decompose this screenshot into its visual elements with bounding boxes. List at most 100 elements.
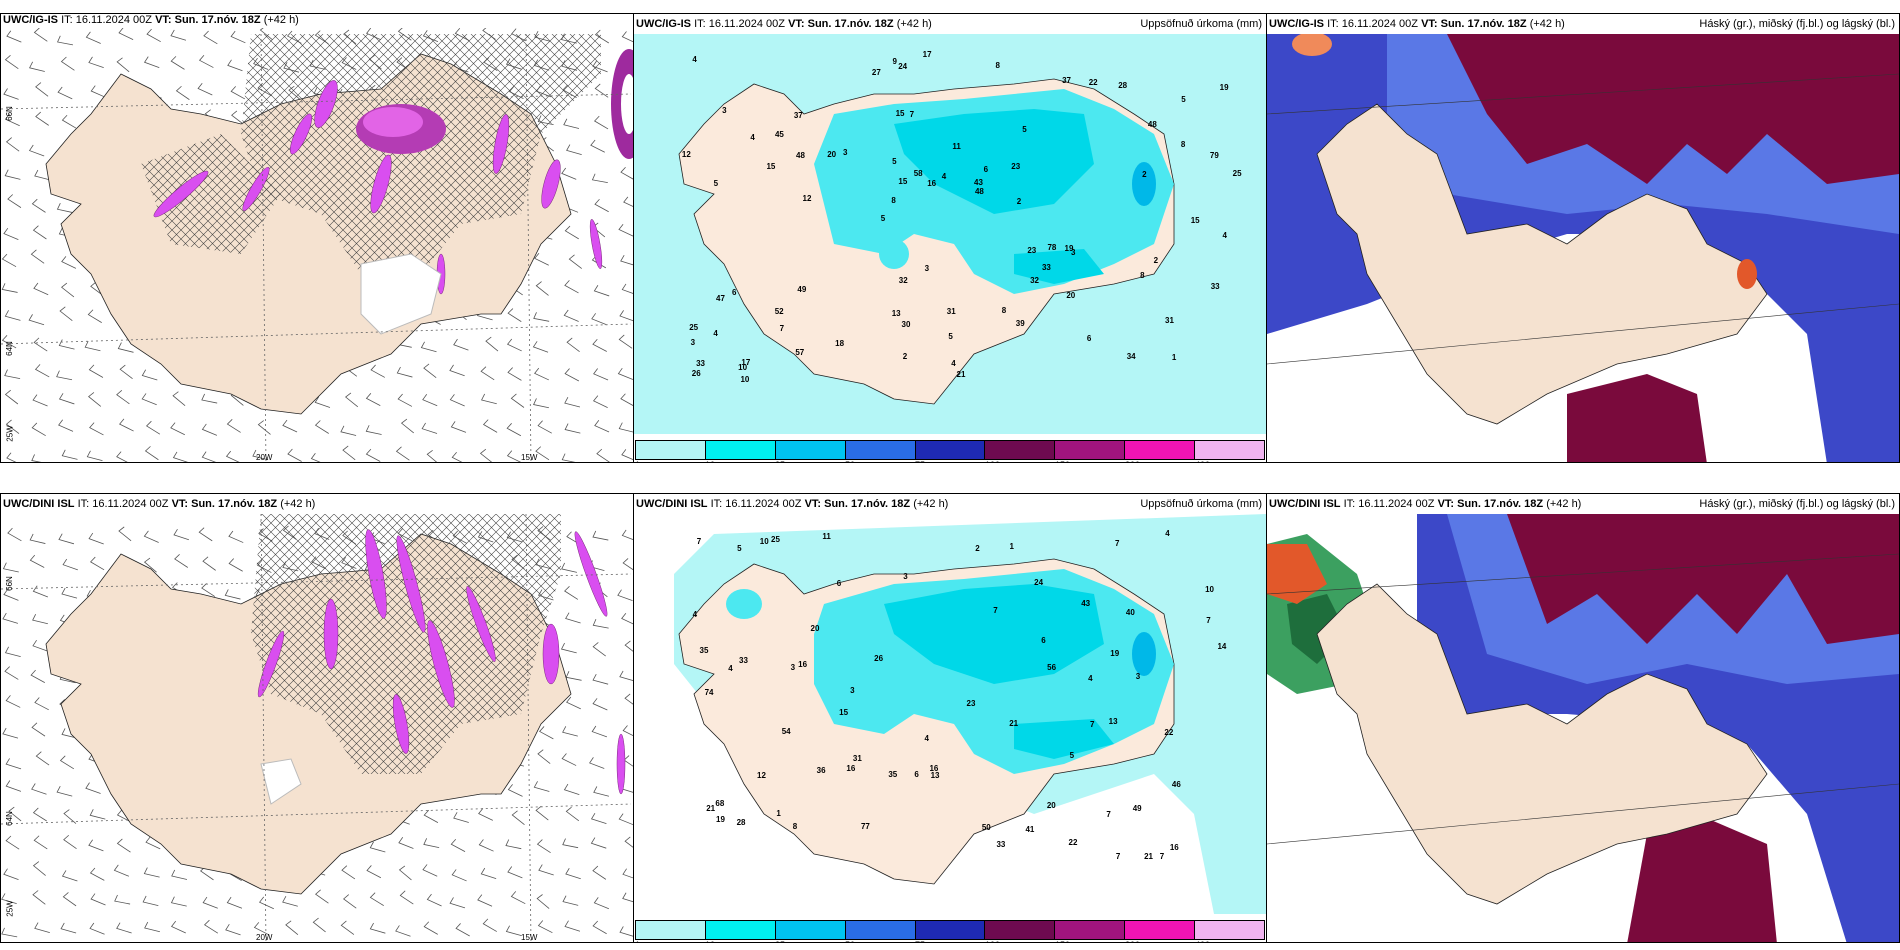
precip-value-label: 33: [996, 839, 1006, 849]
vt-label: VT:: [804, 498, 822, 510]
lead-time: (+42 h): [1546, 498, 1582, 510]
legend-color-swatch: [915, 921, 986, 939]
precip-value-label: 15: [898, 177, 908, 187]
wind-barb: [4, 113, 20, 127]
wind-barb: [33, 835, 48, 850]
precip-value-label: 48: [796, 151, 805, 161]
wind-barb: [58, 339, 75, 350]
wind-barb: [561, 167, 577, 180]
legend-color-bar: [635, 920, 1265, 940]
wind-barb: [197, 82, 213, 96]
precip-area: [1014, 719, 1114, 759]
wind-barb: [315, 889, 329, 904]
panel-top-left: UWC/IG-IS IT: 16.11.2024 00Z VT: Sun. 17…: [0, 13, 634, 463]
cloud-map-bot[interactable]: [1267, 514, 1899, 942]
wind-barb: [399, 890, 414, 905]
wind-barb: [61, 870, 78, 882]
precip-value-label: 24: [1034, 577, 1044, 587]
wind-barb: [506, 423, 522, 437]
wind-barb: [564, 225, 579, 240]
wind-barb: [449, 897, 466, 909]
precip-area: [1014, 249, 1104, 284]
wind-barb: [592, 698, 608, 711]
precip-value-label: 58: [913, 169, 923, 179]
wind-barb: [563, 118, 580, 129]
wind-barb: [8, 806, 22, 822]
wind-barb: [365, 448, 381, 462]
wind-barb: [1, 927, 18, 938]
precip-value-label: 49: [1132, 804, 1142, 814]
precip-value-label: 9: [892, 57, 897, 67]
precip-value-label: 21: [706, 803, 716, 813]
wind-barb: [63, 809, 77, 824]
iceland-land: [1316, 583, 1768, 905]
precip-map-bot[interactable]: 4 3 10 13 7 6 6 15 16 4 3 2 7 7 3 20 23 14 10 26 21 16 41 36 49 5…: [634, 514, 1266, 914]
wind-barb: [619, 926, 633, 938]
wind-barb: [423, 809, 439, 823]
precip-value-label: 14: [1217, 642, 1227, 652]
variable-title: Háský (gr.), miðský (fj.bl.) og lágský (…: [1699, 14, 1895, 34]
precip-value-label: 2: [1016, 197, 1022, 207]
wind-barb: [449, 394, 465, 407]
lon-label-25: 25W: [5, 425, 15, 442]
wind-barb: [90, 281, 104, 296]
wind-barb: [4, 54, 19, 70]
wind-barb: [57, 35, 74, 46]
snow-patch: [363, 107, 423, 137]
wind-barb: [170, 920, 186, 934]
wind-barb: [202, 556, 216, 571]
precip-legend: 1 10 25 50 75 100 150 200 400: [635, 920, 1265, 942]
wind-barb: [56, 786, 73, 797]
wind-barb: [60, 56, 75, 71]
wind-map-bot-left[interactable]: [1, 513, 633, 942]
wind-barb: [507, 308, 522, 322]
wind-barb: [143, 557, 157, 573]
precip-value-label: 31: [1165, 316, 1174, 326]
it-label: IT:: [694, 18, 706, 30]
vt-value: Sun. 17.nóv. 18Z: [824, 498, 911, 510]
wind-barb: [562, 838, 579, 849]
wind-barb: [560, 642, 577, 654]
precip-value-label: 46: [1171, 779, 1181, 789]
legend-color-swatch: [705, 441, 776, 459]
wind-barb: [170, 29, 187, 41]
wind-barb: [451, 869, 467, 882]
wind-barb: [450, 838, 466, 852]
wind-barb: [622, 558, 633, 573]
precip-value-label: 19: [1110, 648, 1120, 658]
wind-barb: [563, 783, 580, 796]
wind-barb: [591, 173, 608, 184]
wind-barb: [32, 394, 48, 407]
wind-barb: [3, 227, 19, 240]
wind-map-top-left[interactable]: [1, 14, 633, 462]
wind-barb: [31, 454, 48, 462]
wind-barb: [170, 896, 187, 907]
wind-barb: [4, 169, 21, 180]
lead-time: (+42 h): [280, 498, 316, 510]
precip-value-label: 16: [798, 659, 808, 669]
precip-map-top[interactable]: 1 5 5 5 5 17 15 11 6 3 3 7 7 6 3 3 24 25 23 8 8 13 15 37 37 49 34 3…: [634, 34, 1266, 434]
wind-barb: [479, 448, 494, 462]
cloud-map-top[interactable]: [1267, 32, 1899, 462]
wind-barb: [478, 839, 494, 852]
legend-tick-label: 150: [1055, 460, 1070, 462]
panel-bot-left: UWC/DINI ISL IT: 16.11.2024 00Z VT: Sun.…: [0, 493, 634, 943]
precip-value-label: 5: [713, 179, 719, 189]
wind-barb: [4, 369, 21, 380]
precip-value-label: 31: [852, 754, 862, 764]
precip-value-label: 35: [888, 770, 898, 780]
lat-label-66: 66N: [4, 106, 14, 121]
wind-barb: [2, 612, 19, 624]
precip-value-label: 16: [927, 179, 937, 189]
wind-barb: [34, 169, 51, 181]
wind-barb: [563, 309, 579, 322]
wind-barb: [620, 167, 633, 181]
wind-barb: [532, 341, 549, 353]
legend-color-swatch: [775, 921, 846, 939]
precip-value-label: 45: [774, 130, 784, 140]
vt-label: VT:: [171, 498, 189, 510]
precip-value-label: 7: [1089, 720, 1095, 730]
wind-barb: [61, 587, 78, 599]
wind-barb: [506, 338, 522, 352]
wind-barb: [201, 393, 218, 404]
